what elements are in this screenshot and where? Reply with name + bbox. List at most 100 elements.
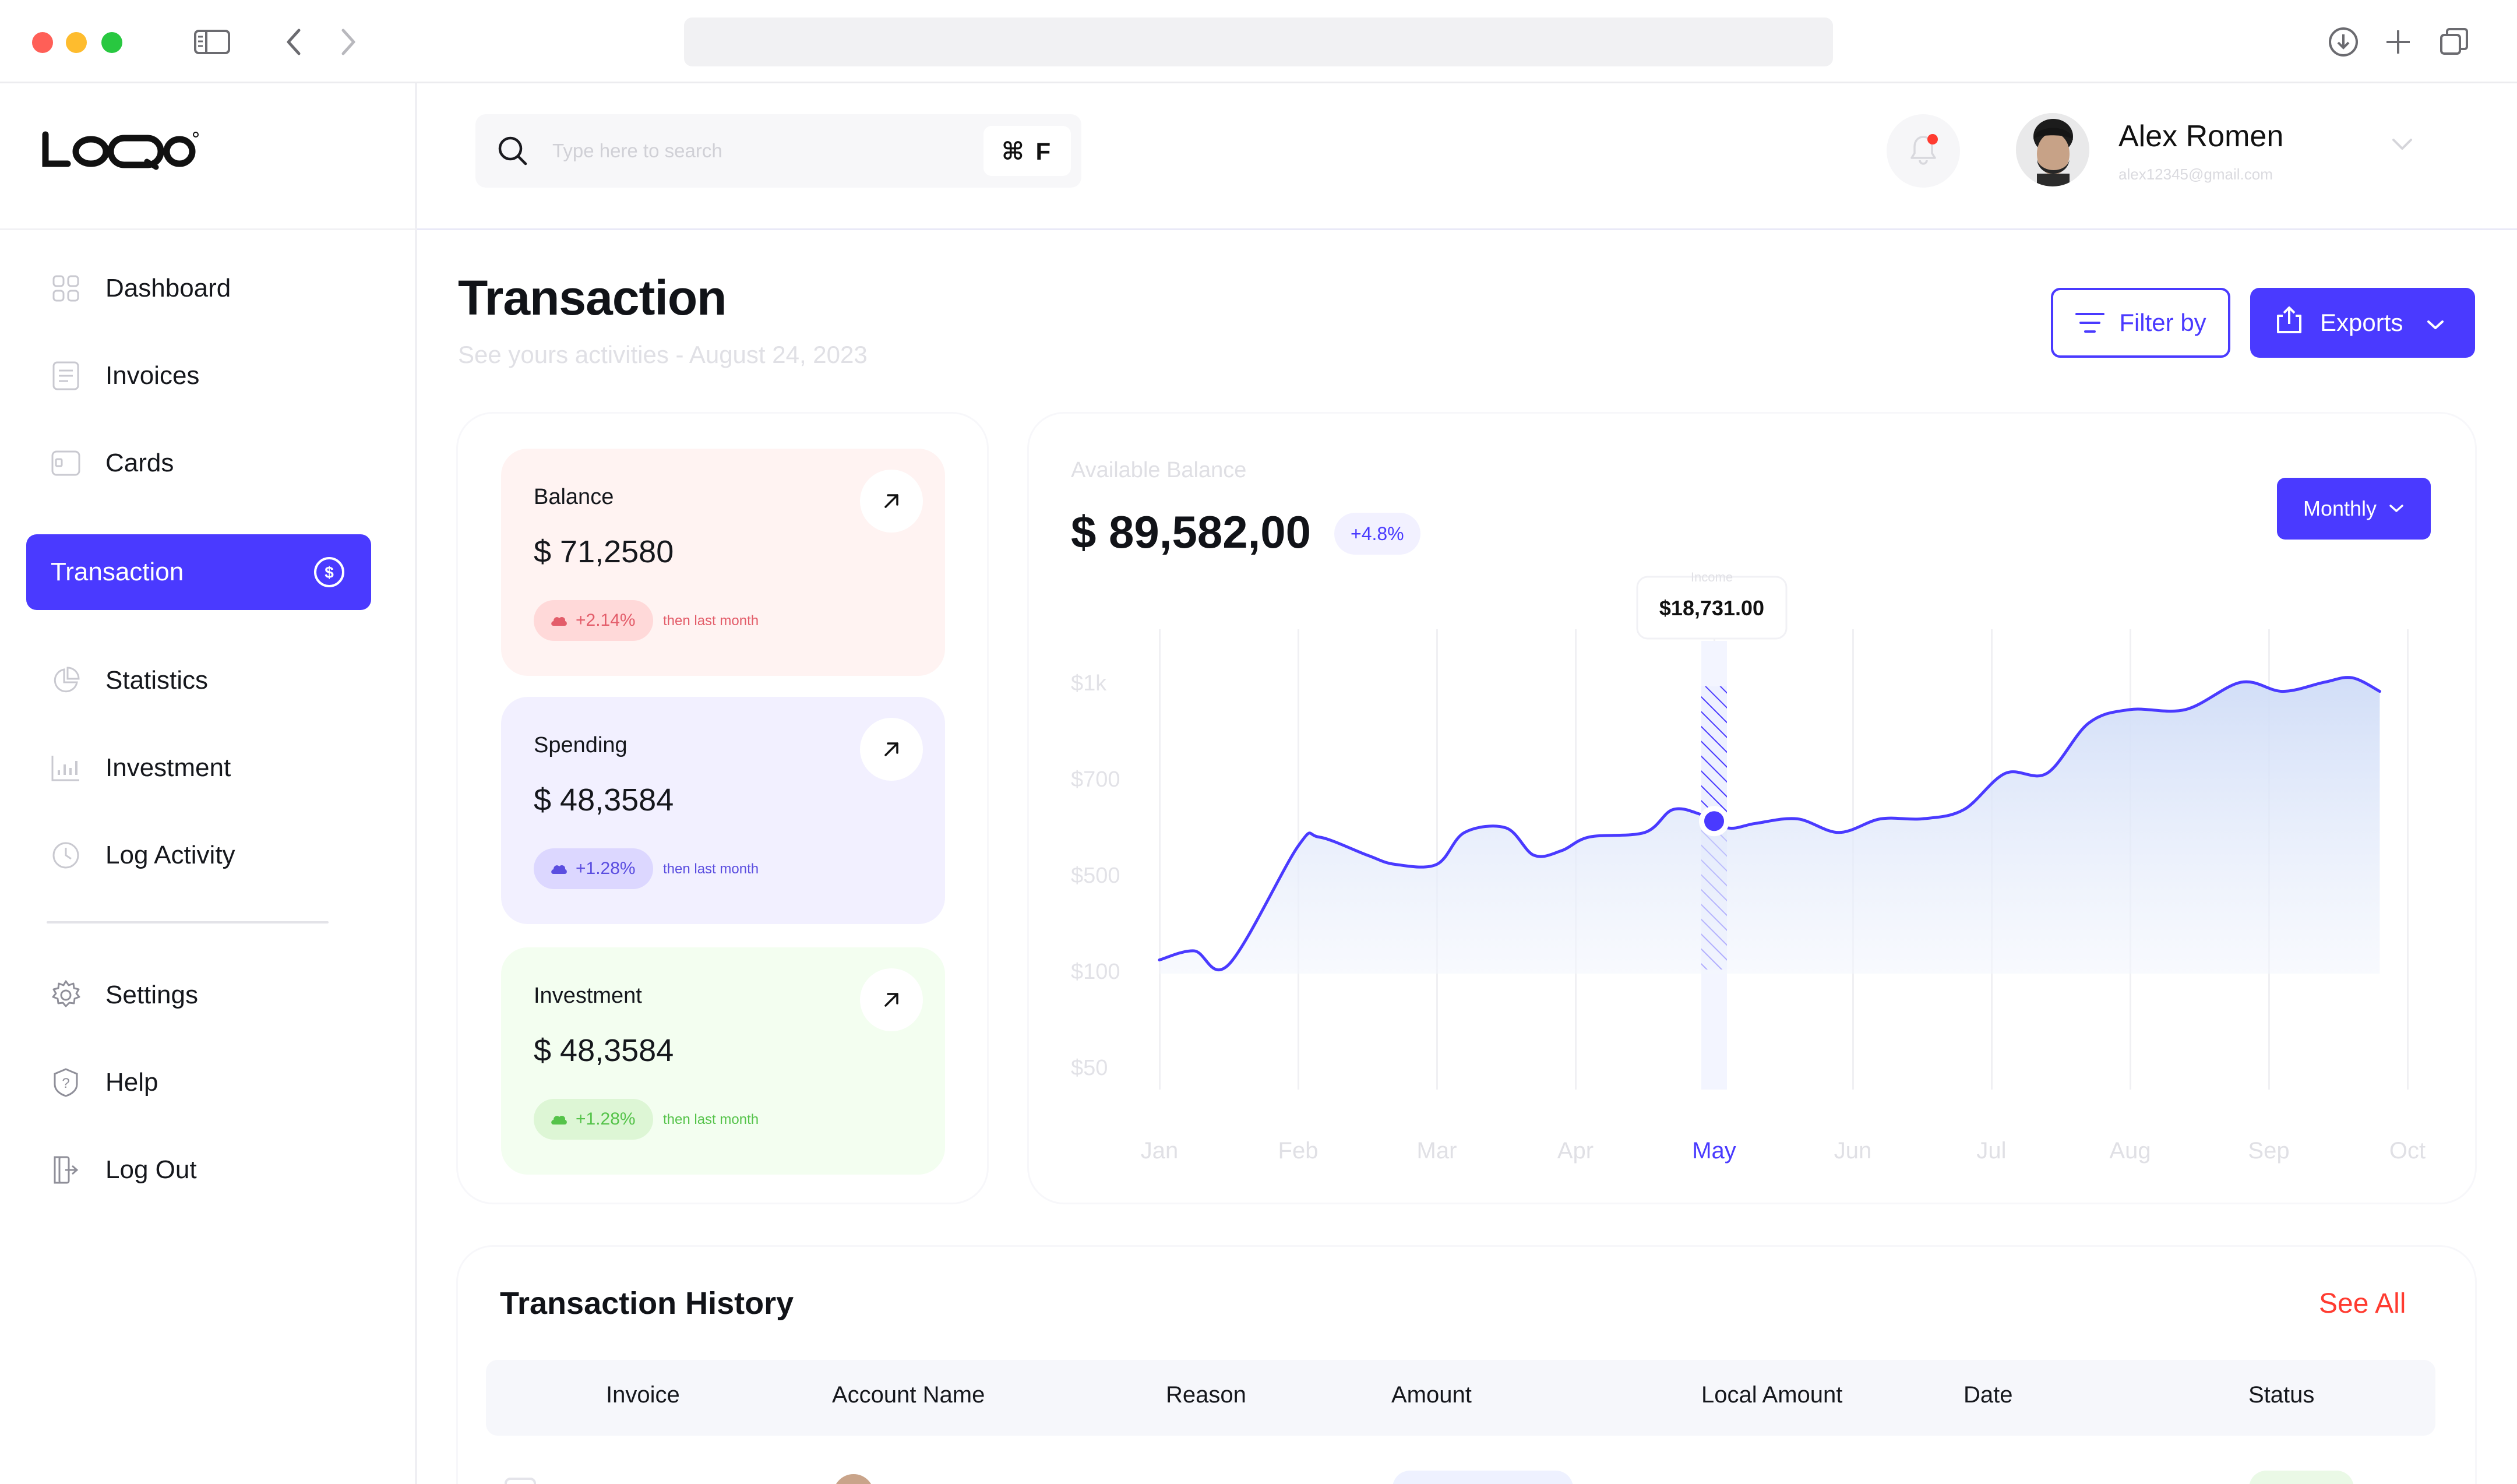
sidebar-item-log-activity[interactable]: Log Activity bbox=[26, 817, 371, 893]
sidebar-item-settings[interactable]: Settings bbox=[26, 957, 371, 1033]
column-header-reason[interactable]: Reason bbox=[1166, 1382, 1246, 1408]
chart-series-line bbox=[1158, 676, 2381, 971]
x-tick-label: Feb bbox=[1278, 1138, 1319, 1164]
change-note: then last month bbox=[663, 613, 759, 629]
search-input[interactable] bbox=[552, 140, 960, 162]
user-name: Alex Romen bbox=[2118, 119, 2284, 153]
chevron-down-icon[interactable] bbox=[2391, 138, 2413, 154]
chart-tooltip: Income $18,731.00 bbox=[1636, 570, 1788, 640]
sidebar-divider bbox=[47, 921, 329, 923]
arrow-up-right-icon[interactable] bbox=[860, 968, 923, 1031]
brand-logo[interactable] bbox=[42, 129, 199, 174]
search-bar[interactable]: ⌘ F bbox=[475, 114, 1081, 188]
card-value: $ 48,3584 bbox=[534, 782, 674, 817]
sidebar-item-label: Statistics bbox=[105, 666, 209, 695]
svg-text:?: ? bbox=[62, 1076, 69, 1091]
sidebar-item-label: Log Activity bbox=[105, 841, 235, 869]
chart-amount: $ 89,582,00 bbox=[1071, 506, 1312, 558]
column-header-invoice[interactable]: Invoice bbox=[606, 1382, 680, 1408]
y-tick-label: $100 bbox=[1071, 960, 1120, 984]
sidebar-item-label: Help bbox=[105, 1068, 158, 1097]
column-header-date[interactable]: Date bbox=[1963, 1382, 2013, 1408]
period-dropdown-label: Monthly bbox=[2303, 496, 2377, 520]
balance-card[interactable]: Balance $ 71,2580 +2.14% then last month bbox=[501, 449, 945, 676]
sidebar-item-investment[interactable]: Investment bbox=[26, 730, 371, 806]
tooltip-label: Income bbox=[1691, 570, 1733, 584]
x-tick-label: May bbox=[1692, 1138, 1736, 1164]
x-tick-label: Apr bbox=[1557, 1138, 1594, 1164]
forward-icon[interactable] bbox=[329, 22, 368, 62]
window-close-button[interactable] bbox=[32, 32, 53, 53]
sidebar-item-label: Investment bbox=[105, 753, 231, 782]
arrow-up-right-icon[interactable] bbox=[860, 718, 923, 781]
spending-card[interactable]: Spending $ 48,3584 +1.28% then last mont… bbox=[501, 697, 945, 924]
column-header-account-name[interactable]: Account Name bbox=[832, 1382, 985, 1408]
sidebar-toggle-icon[interactable] bbox=[192, 22, 232, 62]
column-header-status[interactable]: Status bbox=[2248, 1382, 2315, 1408]
column-header-amount[interactable]: Amount bbox=[1391, 1382, 1472, 1408]
x-tick-label: Jan bbox=[1141, 1138, 1179, 1164]
user-email: alex12345@gmail.com bbox=[2118, 165, 2273, 183]
window-minimize-button[interactable] bbox=[66, 32, 87, 53]
arrow-up-right-icon[interactable] bbox=[860, 470, 923, 533]
change-badge: +2.14% bbox=[534, 600, 653, 641]
filter-button[interactable]: Filter by bbox=[2051, 288, 2230, 358]
grid-icon bbox=[47, 270, 84, 307]
page-subtitle: See yours activities - August 24, 2023 bbox=[458, 341, 868, 368]
y-tick-label: $500 bbox=[1071, 863, 1120, 888]
upload-icon bbox=[2273, 305, 2305, 340]
window-zoom-button[interactable] bbox=[101, 32, 122, 53]
chevron-down-icon bbox=[2426, 309, 2445, 337]
cloud-up-icon bbox=[551, 1115, 567, 1125]
avatar bbox=[833, 1474, 874, 1484]
filter-icon bbox=[2075, 313, 2105, 333]
investment-card[interactable]: Investment $ 48,3584 +1.28% then last mo… bbox=[501, 947, 945, 1175]
sidebar-item-label: Dashboard bbox=[105, 274, 231, 302]
browser-toolbar bbox=[0, 0, 2517, 83]
sidebar-item-statistics[interactable]: Statistics bbox=[26, 643, 371, 718]
cloud-up-icon bbox=[551, 616, 567, 626]
card-value: $ 48,3584 bbox=[534, 1033, 674, 1068]
address-bar[interactable] bbox=[684, 17, 1833, 66]
x-tick-label: Jul bbox=[1976, 1138, 2006, 1164]
sidebar-item-cards[interactable]: Cards bbox=[26, 425, 371, 501]
change-badge: +1.28% bbox=[534, 848, 653, 889]
change-badge: +1.28% bbox=[534, 1099, 653, 1140]
filter-button-label: Filter by bbox=[2119, 309, 2206, 336]
card-title: Balance bbox=[534, 485, 614, 509]
sidebar-header-divider bbox=[0, 228, 415, 230]
sidebar-item-log-out[interactable]: Log Out bbox=[26, 1132, 371, 1208]
sidebar-item-transaction[interactable]: Transaction $ bbox=[26, 534, 371, 610]
y-tick-label: $50 bbox=[1071, 1056, 1108, 1080]
bar-chart-icon bbox=[47, 749, 84, 787]
download-icon[interactable] bbox=[2324, 22, 2363, 62]
sidebar-item-label: Invoices bbox=[105, 361, 200, 390]
column-header-local-amount[interactable]: Local Amount bbox=[1701, 1382, 1843, 1408]
balance-area-chart[interactable]: $1k $700 $500 $100 $50 Jan Feb Mar Apr May Jun Jul… bbox=[1029, 559, 2475, 1189]
search-icon bbox=[495, 133, 530, 168]
change-note: then last month bbox=[663, 861, 759, 877]
search-shortcut-badge: ⌘ F bbox=[983, 126, 1071, 176]
sidebar-item-help[interactable]: ? Help bbox=[26, 1045, 371, 1120]
see-all-link[interactable]: See All bbox=[2319, 1288, 2406, 1319]
chevron-down-icon bbox=[2389, 505, 2403, 512]
cloud-up-icon bbox=[551, 865, 567, 874]
change-value: +2.14% bbox=[576, 611, 636, 630]
new-tab-icon[interactable] bbox=[2378, 22, 2418, 62]
card-value: $ 71,2580 bbox=[534, 534, 674, 569]
sidebar-item-invoices[interactable]: Invoices bbox=[26, 338, 371, 414]
tab-overview-icon[interactable] bbox=[2434, 22, 2474, 62]
amount-chip bbox=[1393, 1471, 1573, 1484]
user-avatar[interactable] bbox=[2016, 113, 2089, 186]
change-value: +1.28% bbox=[576, 1109, 636, 1129]
row-checkbox[interactable] bbox=[505, 1478, 536, 1484]
period-dropdown[interactable]: Monthly bbox=[2277, 478, 2431, 540]
sidebar-item-dashboard[interactable]: Dashboard bbox=[26, 251, 371, 326]
notification-button[interactable] bbox=[1887, 114, 1960, 188]
chart-label: Available Balance bbox=[1071, 458, 1247, 482]
card-title: Investment bbox=[534, 984, 642, 1008]
export-button[interactable]: Exports bbox=[2250, 288, 2475, 358]
sidebar-item-label: Settings bbox=[105, 981, 198, 1009]
page-title: Transaction bbox=[458, 270, 727, 325]
back-icon[interactable] bbox=[274, 22, 313, 62]
